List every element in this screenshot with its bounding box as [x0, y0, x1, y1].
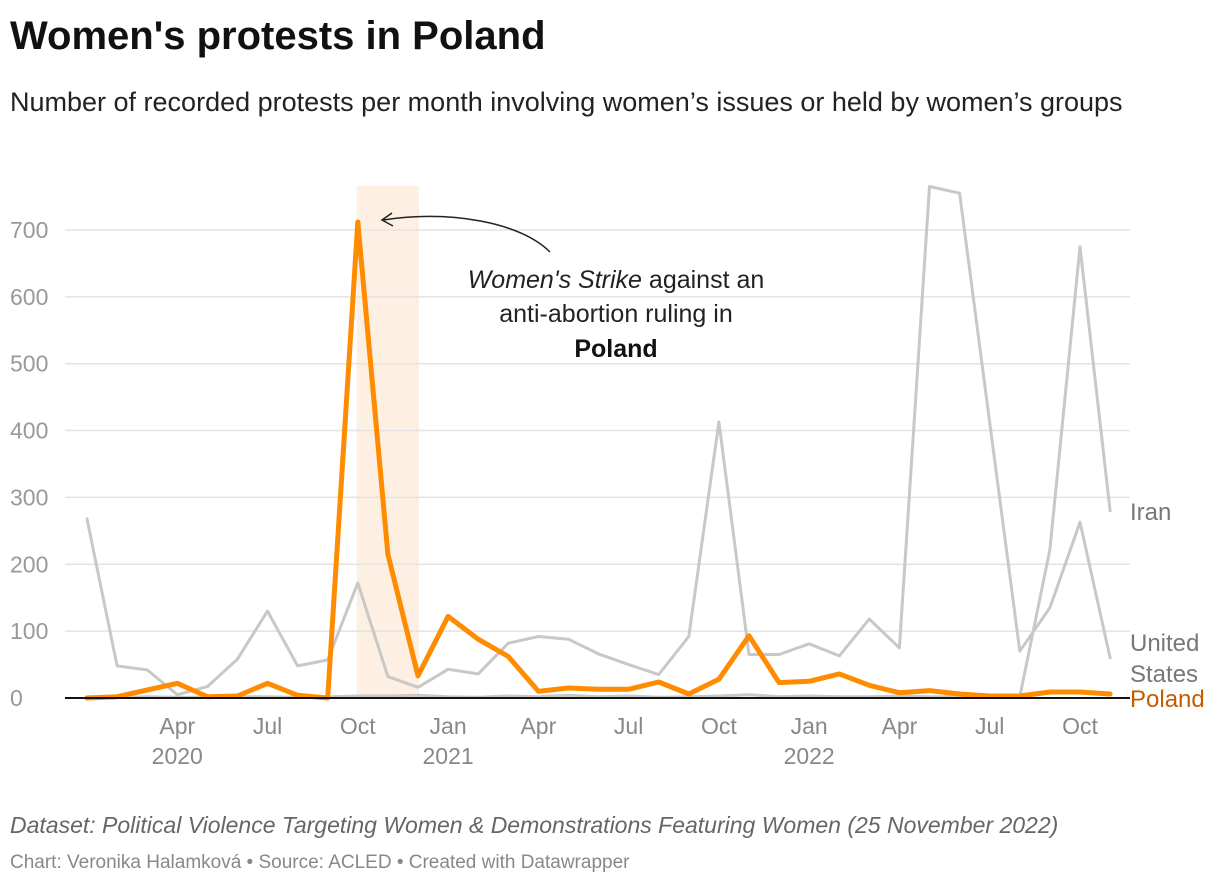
chart-title: Women's protests in Poland	[10, 14, 546, 58]
arrowhead-icon	[380, 212, 394, 227]
x-tick-label: Jan	[430, 713, 467, 739]
x-tick-label: Jan	[791, 713, 828, 739]
x-tick-year: 2022	[784, 743, 835, 769]
x-tick-label: Apr	[159, 713, 195, 739]
y-tick-label: 400	[10, 418, 48, 444]
x-tick-label: Oct	[1062, 713, 1098, 739]
series-line-poland	[84, 219, 1113, 701]
y-tick-label: 600	[10, 284, 48, 310]
chart-subtitle: Number of recorded protests per month in…	[10, 87, 1123, 117]
series-line-iran	[85, 245, 1112, 699]
y-tick-label: 700	[10, 217, 48, 243]
y-tick-label: 100	[10, 618, 48, 644]
annotation-line-2: anti-abortion ruling in	[499, 300, 732, 328]
x-tick-label: Oct	[340, 713, 376, 739]
chart-footer: Chart: Veronika Halamková • Source: ACLE…	[10, 852, 630, 873]
x-tick-label: Oct	[701, 713, 737, 739]
x-tick-label: Jul	[975, 713, 1004, 739]
y-tick-label: 300	[10, 484, 48, 510]
dataset-note: Dataset: Political Violence Targeting Wo…	[10, 812, 1059, 838]
x-tick-year: 2021	[422, 743, 473, 769]
y-tick-label: 0	[10, 685, 23, 711]
y-tick-label: 500	[10, 351, 48, 377]
y-tick-label: 200	[10, 551, 48, 577]
annotation-arrow	[382, 215, 551, 253]
x-tick-label: Apr	[520, 713, 556, 739]
annotation-line-1: Women's Strike against an	[468, 266, 765, 294]
highlight-band	[356, 186, 419, 698]
annotation-line-3: Poland	[574, 335, 657, 363]
x-tick-year: 2020	[152, 743, 203, 769]
x-tick-label: Jul	[614, 713, 643, 739]
series-label: United	[1130, 630, 1199, 657]
series-label: Iran	[1130, 499, 1171, 526]
series-line-united-states	[85, 185, 1112, 697]
x-tick-label: Apr	[882, 713, 918, 739]
x-tick-label: Jul	[253, 713, 282, 739]
series-label: Poland	[1130, 686, 1205, 713]
series-label: States	[1130, 661, 1198, 688]
